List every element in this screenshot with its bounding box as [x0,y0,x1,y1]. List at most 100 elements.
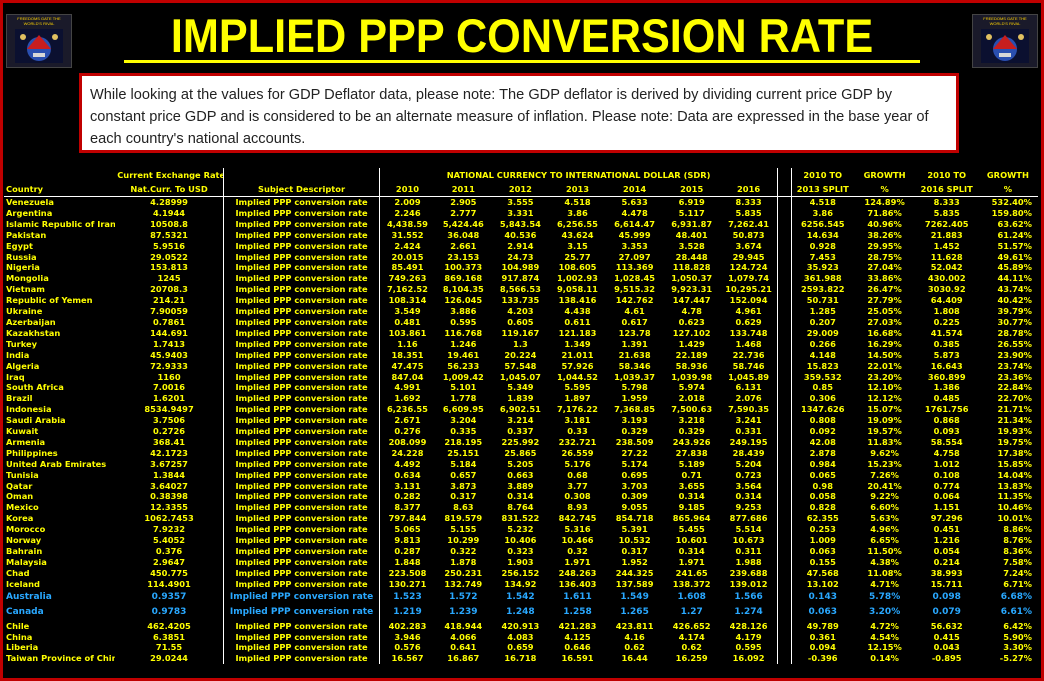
year-value-cell: 3.674 [735,240,762,251]
year-value-cell: 0.276 [379,426,435,437]
split-2013-cell: 0.928 [790,240,854,252]
year-value-cell: 5.595 [564,382,591,393]
year-value-cell: 238.509 [615,436,654,447]
year-value-cell: 22.736 [732,349,765,360]
year-value-cell: 103.861 [379,327,435,339]
subject-cell: Implied PPP conversion rate [222,491,380,503]
growth-2013-cell: 12.12% [867,393,902,404]
year-value-cell: 0.314 [678,546,705,556]
year-value-cell: 50.873 [732,229,765,240]
split-2013-cell: 42.08 [790,436,854,448]
year-value-cell: 16.259 [675,653,708,664]
year-value-cell: 57.548 [504,360,537,371]
table-row: Vietnam 20708.3 Implied PPP conversion rat… [4,284,1038,296]
exchange-rate-cell: 45.9403 [150,349,188,360]
year-value-cell: 1.611 [563,591,592,602]
year-value-cell: 218.195 [444,436,483,447]
year-value-cell: 119.167 [501,327,540,338]
year-value-cell: 5.117 [678,207,705,218]
growth-2016-cell: 11.35% [997,491,1032,502]
year-value-cell: 5.174 [621,458,648,469]
table-row: United Arab Emirates 3.67257 Implied PPP c… [4,458,1038,470]
table-row: Kuwait 0.2726 Implied PPP conversion rate 0… [4,426,1038,437]
spacer-cell [776,480,792,492]
growth-2016-cell: 10.01% [997,513,1032,524]
year-value-cell: 2.076 [735,393,762,404]
growth-2016-cell: 61.24% [997,229,1032,240]
split-2016-cell: 1.452 [933,240,960,251]
spacer-cell [776,229,792,241]
year-value-cell: 136.403 [558,578,597,589]
growth-2016-cell: 159.80% [991,207,1032,218]
growth-2016-cell: 40.42% [997,295,1032,306]
year-value-cell: 0.617 [621,316,648,327]
exchange-rate-cell: 87.5321 [150,229,188,240]
spacer-cell [776,653,792,665]
split-2013-cell: -0.396 [790,653,854,665]
year-value-cell: 0.634 [379,469,435,481]
year-value-cell: 0.32 [567,546,588,556]
split-2016-cell: 7262.405 [924,218,969,229]
growth-2013-cell: 14.50% [867,349,902,360]
country-cell: Brazil [6,393,33,404]
year-value-cell: 2.914 [507,240,534,251]
year-value-cell: 27.838 [675,447,708,458]
year-value-cell: 133.748 [729,327,768,338]
year-value-cell: 9.813 [379,535,435,546]
growth-2016-cell: 19.75% [997,436,1032,447]
split-2013-cell: 0.207 [790,316,854,328]
year-value-cell: 421.283 [558,620,597,631]
spacer-cell [776,535,792,546]
year-value-cell: 1,045.89 [728,371,770,382]
year-value-cell: 418.944 [444,620,483,631]
table-row: Saudi Arabia 3.7506 Implied PPP conversion… [4,415,1038,427]
growth-2013-cell: 27.04% [867,262,902,273]
year-value-cell: 0.646 [564,642,591,653]
year-value-cell: 139.012 [729,578,768,589]
header-year: 2011 [434,182,492,197]
exchange-rate-cell: 10508.8 [150,218,188,229]
exchange-rate-cell: 29.0522 [150,251,188,262]
table-row: Oman 0.38398 Implied PPP conversion rate 0.… [4,491,1038,503]
exchange-rate-cell: 1160 [157,371,181,382]
table-row: Nigeria 153.813 Implied PPP conversion rat… [4,262,1038,274]
year-value-cell: 2.661 [450,240,477,251]
subject-cell: Implied PPP conversion rate [222,426,380,437]
table-row: Malaysia 2.9647 Implied PPP conversion rat… [4,556,1038,568]
year-value-cell: 423.811 [615,620,654,631]
year-value-cell: 1,009.42 [442,371,484,382]
table-row: Chile 462.4205 Implied PPP conversion rate… [4,620,1038,632]
year-value-cell: 877.686 [729,513,768,524]
year-value-cell: 1.971 [678,556,705,567]
year-value-cell: 250.231 [444,567,483,578]
year-value-cell: 1.778 [450,393,477,404]
year-value-cell: 4.174 [678,631,705,642]
exchange-rate-cell: 0.376 [155,546,183,556]
growth-2013-cell: 7.26% [870,469,899,480]
year-value-cell: 4.961 [735,306,762,317]
growth-2013-cell: 25.05% [867,306,902,317]
year-value-cell: 2.018 [678,393,705,404]
subject-cell: Implied PPP conversion rate [222,458,380,470]
year-value-cell: 4.066 [450,631,477,642]
table-row: Kazakhstan 144.691 Implied PPP conversion … [4,327,1038,339]
year-value-cell: 3.528 [678,240,705,251]
exchange-rate-cell: 6.3851 [153,631,186,642]
year-value-cell: 1.572 [449,591,478,602]
year-value-cell: 18.351 [379,349,435,361]
table-row: Argentina 4.1944 Implied PPP conversion ra… [4,207,1038,219]
exchange-rate-cell: 7.90059 [150,306,188,317]
subject-cell: Implied PPP conversion rate [222,502,380,514]
spacer-cell [776,316,792,328]
subject-cell: Implied PPP conversion rate [222,251,380,263]
growth-2016-cell: 51.57% [997,240,1032,251]
exchange-rate-cell: 114.4901 [147,578,191,589]
year-value-cell: 20.015 [379,251,435,263]
exchange-rate-cell: 1062.7453 [144,513,194,524]
header-exchange-unit: Nat.Curr. To USD [115,182,224,197]
year-value-cell: 3.946 [379,631,435,643]
growth-2016-cell: 19.93% [997,426,1032,437]
year-value-cell: 8,104.35 [442,284,484,295]
spacer-cell [776,447,792,459]
subject-cell: Implied PPP conversion rate [222,382,380,394]
